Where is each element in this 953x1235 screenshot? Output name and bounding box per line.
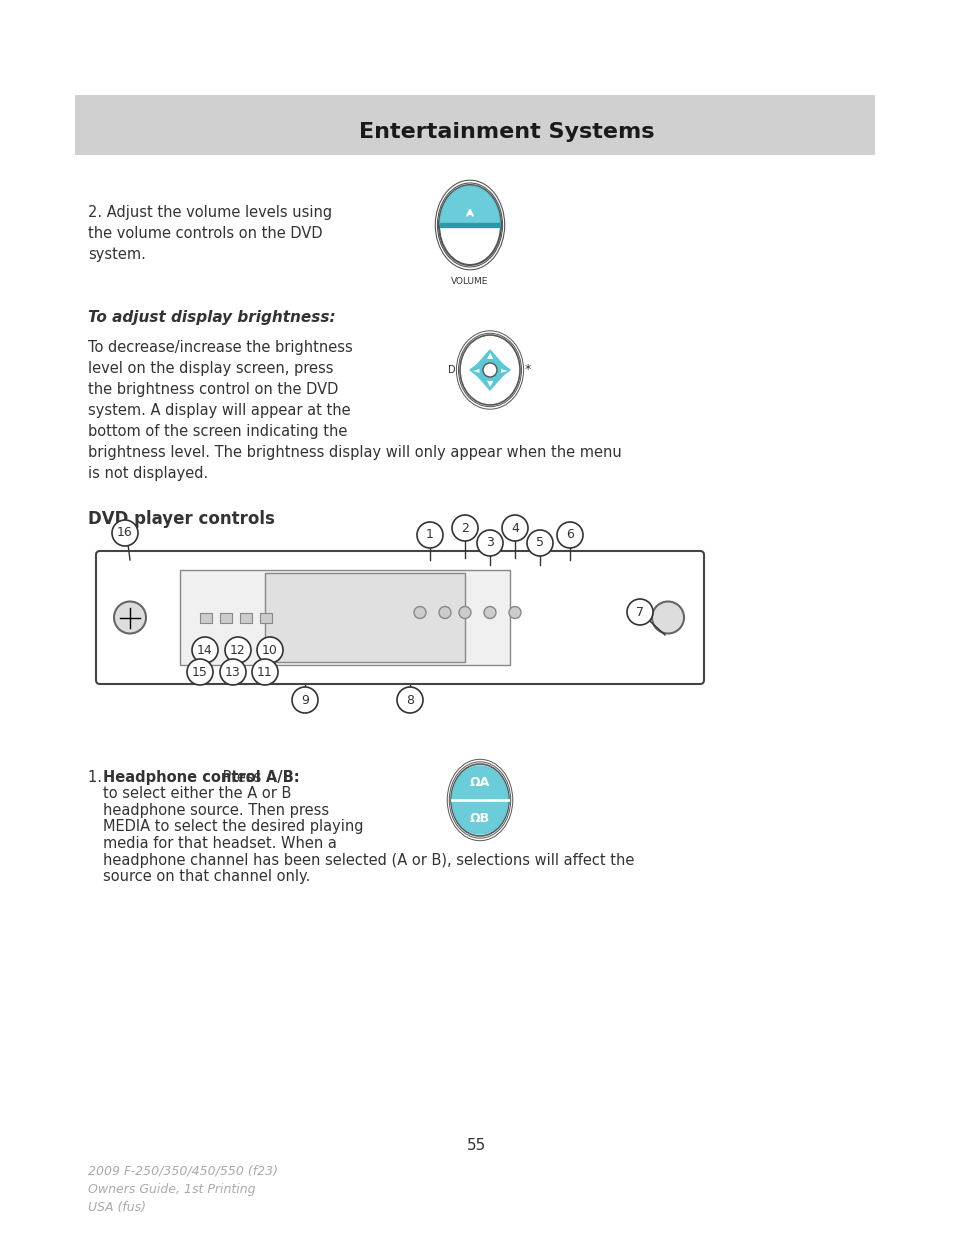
Bar bbox=[240, 613, 252, 622]
FancyBboxPatch shape bbox=[96, 551, 703, 684]
Text: 16: 16 bbox=[117, 526, 132, 540]
Circle shape bbox=[220, 659, 246, 685]
Polygon shape bbox=[439, 224, 499, 227]
Ellipse shape bbox=[451, 764, 509, 836]
Text: 12: 12 bbox=[230, 643, 246, 657]
Polygon shape bbox=[476, 374, 503, 390]
Circle shape bbox=[416, 522, 442, 548]
Text: 13: 13 bbox=[225, 666, 240, 678]
Circle shape bbox=[476, 530, 502, 556]
Circle shape bbox=[252, 659, 277, 685]
Bar bbox=[200, 613, 212, 622]
Circle shape bbox=[509, 606, 520, 619]
Bar bbox=[260, 613, 272, 622]
Circle shape bbox=[458, 606, 471, 619]
Bar bbox=[220, 613, 232, 622]
Polygon shape bbox=[452, 766, 507, 800]
Circle shape bbox=[557, 522, 582, 548]
Text: 8: 8 bbox=[406, 694, 414, 706]
Circle shape bbox=[483, 606, 496, 619]
Bar bbox=[75, 95, 874, 156]
Text: to select either the A or B: to select either the A or B bbox=[103, 787, 291, 802]
Text: VOLUME: VOLUME bbox=[451, 277, 488, 287]
Text: Press: Press bbox=[218, 769, 261, 785]
Circle shape bbox=[225, 637, 251, 663]
Polygon shape bbox=[439, 186, 499, 225]
Circle shape bbox=[113, 601, 146, 634]
Text: Entertainment Systems: Entertainment Systems bbox=[359, 122, 655, 142]
Text: D: D bbox=[448, 366, 456, 375]
Text: DVD player controls: DVD player controls bbox=[88, 510, 274, 529]
Text: *: * bbox=[524, 363, 531, 377]
Text: media for that headset. When a: media for that headset. When a bbox=[103, 836, 336, 851]
Text: ΩA: ΩA bbox=[470, 776, 490, 788]
Text: headphone channel has been selected (A or B), selections will affect the: headphone channel has been selected (A o… bbox=[103, 852, 634, 867]
Text: 9: 9 bbox=[301, 694, 309, 706]
Text: 2. Adjust the volume levels using
the volume controls on the DVD
system.: 2. Adjust the volume levels using the vo… bbox=[88, 205, 332, 262]
Circle shape bbox=[452, 515, 477, 541]
Text: MEDIA to select the desired playing: MEDIA to select the desired playing bbox=[103, 820, 363, 835]
Text: 1: 1 bbox=[426, 529, 434, 541]
Text: source on that channel only.: source on that channel only. bbox=[103, 869, 310, 884]
Polygon shape bbox=[494, 358, 510, 382]
Text: 4: 4 bbox=[511, 521, 518, 535]
Text: ►: ► bbox=[500, 366, 507, 374]
Circle shape bbox=[501, 515, 527, 541]
Ellipse shape bbox=[459, 335, 519, 405]
Text: 10: 10 bbox=[262, 643, 277, 657]
Text: 1.: 1. bbox=[88, 769, 107, 785]
Circle shape bbox=[256, 637, 283, 663]
Text: 7: 7 bbox=[636, 605, 643, 619]
Text: 55: 55 bbox=[467, 1137, 486, 1152]
Text: 15: 15 bbox=[192, 666, 208, 678]
Text: headphone source. Then press: headphone source. Then press bbox=[103, 803, 329, 818]
Polygon shape bbox=[452, 800, 507, 834]
Polygon shape bbox=[476, 350, 503, 366]
Text: 14: 14 bbox=[197, 643, 213, 657]
Circle shape bbox=[396, 687, 422, 713]
Text: Owners Guide, 1st Printing: Owners Guide, 1st Printing bbox=[88, 1183, 255, 1195]
Text: 2: 2 bbox=[460, 521, 469, 535]
Circle shape bbox=[292, 687, 317, 713]
Circle shape bbox=[192, 637, 218, 663]
Circle shape bbox=[438, 606, 451, 619]
Text: To adjust display brightness:: To adjust display brightness: bbox=[88, 310, 335, 325]
Text: Headphone control A/B:: Headphone control A/B: bbox=[103, 769, 299, 785]
Text: 11: 11 bbox=[257, 666, 273, 678]
Text: 5: 5 bbox=[536, 536, 543, 550]
Circle shape bbox=[626, 599, 652, 625]
Circle shape bbox=[482, 363, 497, 377]
Text: ▲: ▲ bbox=[486, 352, 493, 361]
Bar bbox=[265, 573, 464, 662]
Text: 3: 3 bbox=[485, 536, 494, 550]
Text: 6: 6 bbox=[565, 529, 574, 541]
Circle shape bbox=[414, 606, 426, 619]
Ellipse shape bbox=[438, 185, 500, 266]
Text: ΩB: ΩB bbox=[470, 811, 490, 825]
Circle shape bbox=[651, 601, 683, 634]
Circle shape bbox=[526, 530, 553, 556]
Text: ▼: ▼ bbox=[486, 379, 493, 389]
Text: 2009 F-250/350/450/550 (f23): 2009 F-250/350/450/550 (f23) bbox=[88, 1165, 277, 1178]
Text: USA (fus): USA (fus) bbox=[88, 1200, 146, 1214]
Polygon shape bbox=[470, 358, 485, 382]
Text: To decrease/increase the brightness
level on the display screen, press
the brigh: To decrease/increase the brightness leve… bbox=[88, 340, 621, 480]
Circle shape bbox=[187, 659, 213, 685]
Bar bbox=[180, 571, 510, 664]
Text: ◄: ◄ bbox=[473, 366, 478, 374]
Circle shape bbox=[112, 520, 138, 546]
